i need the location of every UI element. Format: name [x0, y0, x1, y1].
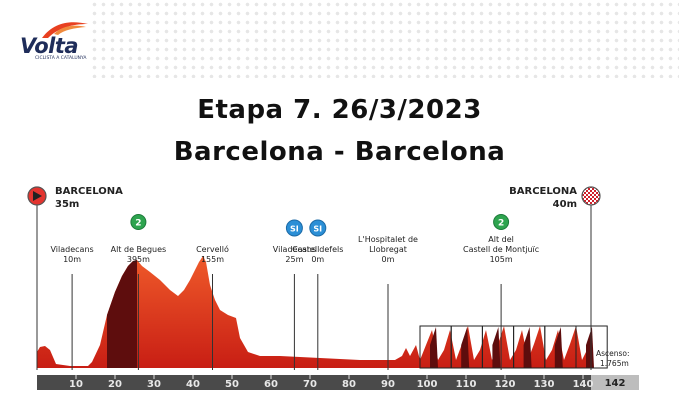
stage-title: Etapa 7. 26/3/2023 [197, 95, 482, 125]
km-tick-label: 10 [69, 379, 83, 390]
km-tick-label: 100 [417, 379, 438, 390]
climb-category-icon [493, 214, 510, 230]
circuit-laps [419, 325, 608, 369]
sprint-icon [285, 219, 303, 237]
point-label: Viladecans [51, 245, 94, 254]
circuit-lap-box [575, 325, 608, 369]
stage-route: Barcelona - Barcelona [173, 137, 506, 167]
ascent-label: Ascenso: [596, 349, 630, 358]
circuit-climb-shade [461, 327, 470, 368]
km-tick-label: 120 [495, 379, 516, 390]
km-tick-label: 50 [225, 379, 239, 390]
km-tick-label: 90 [381, 379, 395, 390]
km-axis-bar [37, 375, 591, 390]
km-tick-label: 20 [108, 379, 122, 390]
sprint-label: SI [313, 225, 322, 234]
point-label: Alt de Begues [111, 245, 167, 254]
point-label: Alt del [488, 235, 514, 244]
point-label: 0m [311, 255, 324, 264]
point-label: 105m [490, 255, 513, 264]
km-tick-label: 80 [342, 379, 356, 390]
elevation-profile [37, 256, 590, 368]
point-label: Castell de Montjuïc [463, 245, 539, 254]
ascent-value: 1.765m [600, 359, 629, 368]
km-tick-label: 60 [264, 379, 278, 390]
km-tick-label: 140 [573, 379, 594, 390]
finish-marker: BARCELONA 40m [509, 186, 601, 370]
finish-altitude: 40m [553, 199, 577, 210]
km-tick-label: 110 [456, 379, 477, 390]
climb-shading-begues [107, 260, 137, 368]
total-km-box [591, 375, 639, 390]
point-label: 25m [285, 255, 303, 264]
marker-lines [71, 274, 502, 370]
km-tick-label: 30 [147, 379, 161, 390]
climb-category-label: 2 [498, 219, 504, 229]
circuit-climb-shade [554, 327, 563, 368]
point-label: Castelldefels [292, 245, 343, 254]
climb-category-label: 2 [135, 219, 141, 229]
logo-swoosh-icon [42, 22, 88, 38]
total-km-label: 142 [605, 378, 626, 389]
point-label: Viladecans [273, 245, 316, 254]
logo-subtitle: CICLISTA A CATALUNYA [35, 56, 87, 61]
finish-name: BARCELONA [509, 186, 577, 197]
volta-logo: Volta CICLISTA A CATALUNYA [18, 22, 98, 70]
point-label: Cervelló [196, 244, 229, 254]
point-label: 155m [201, 255, 224, 264]
km-tick-label: 130 [534, 379, 555, 390]
start-altitude: 35m [55, 199, 79, 210]
point-label: Llobregat [369, 245, 407, 254]
circuit-climb-shade [430, 327, 438, 368]
dotted-background [90, 0, 679, 78]
start-name: BARCELONA [55, 186, 123, 197]
climb-shading-montjuic [430, 327, 594, 368]
circuit-climb-shade [523, 327, 532, 368]
logo-wordmark: Volta [20, 34, 79, 58]
km-ticks: 10 20 30 40 50 60 70 80 90 100 110 120 130 140 [69, 375, 593, 390]
climb-category-icon [130, 214, 147, 230]
point-label: L'Hospitalet de [358, 235, 418, 244]
circuit-climb-shade [492, 327, 501, 368]
point-label: 0m [382, 255, 395, 264]
finish-checkered-icon [581, 186, 601, 206]
km-tick-label: 70 [303, 379, 317, 390]
km-tick-label: 40 [186, 379, 200, 390]
circuit-climb-shade [586, 327, 594, 368]
start-marker: BARCELONA 35m [27, 186, 123, 370]
point-label: 10m [63, 255, 81, 264]
sprint-icon [309, 219, 327, 237]
sprint-label: SI [290, 225, 299, 234]
point-label: 395m [127, 255, 150, 264]
